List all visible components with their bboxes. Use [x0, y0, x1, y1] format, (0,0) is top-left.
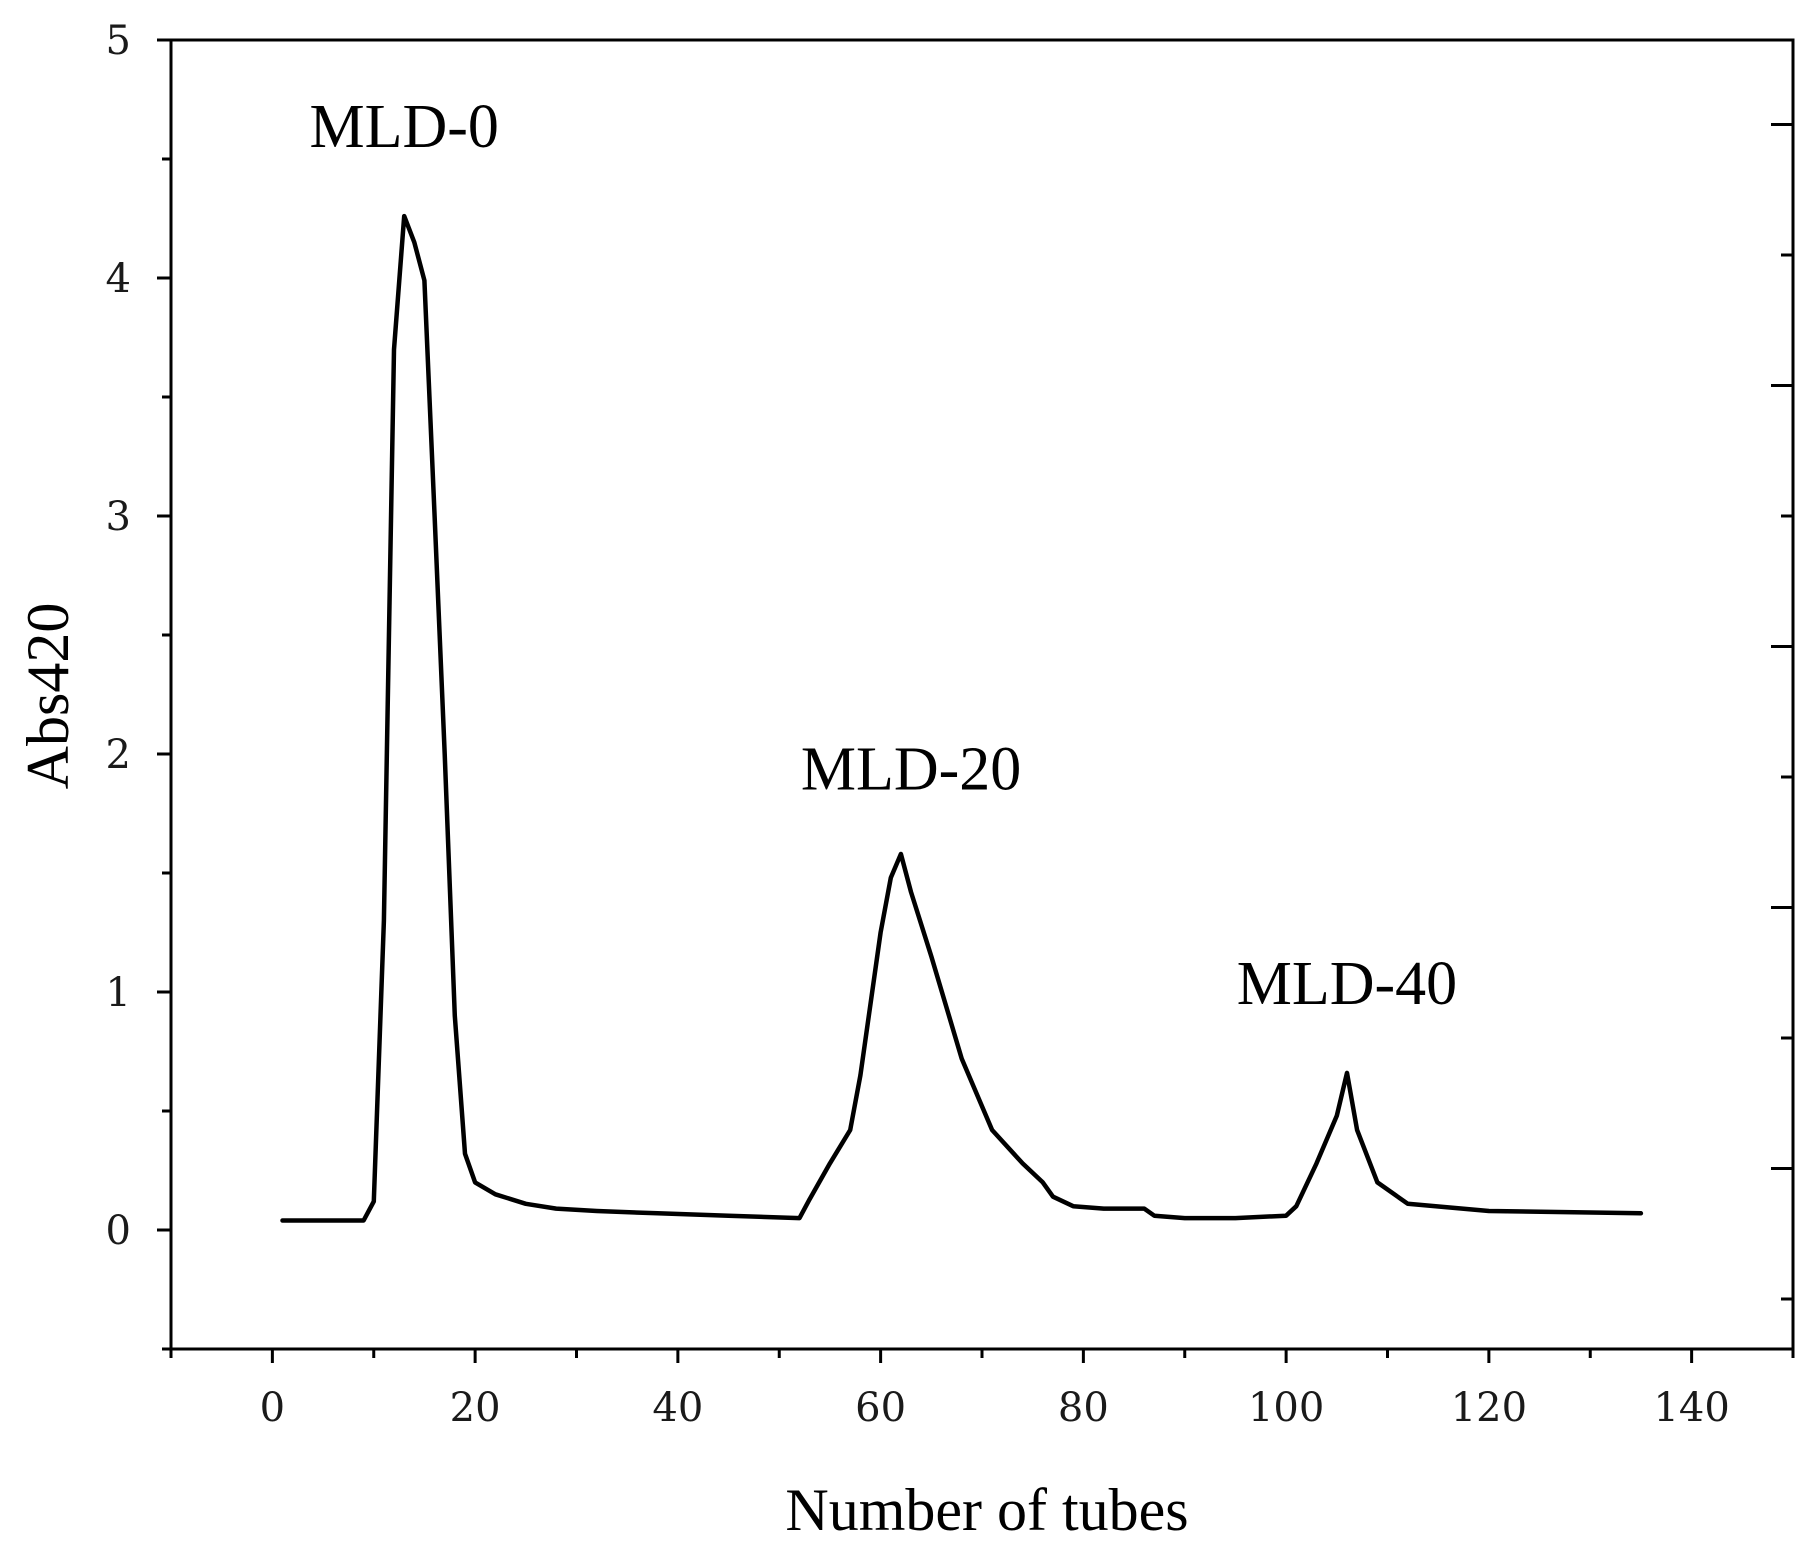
x-tick-label: 20 — [450, 1385, 501, 1431]
y-tick-label: 1 — [106, 970, 131, 1016]
x-tick-label: 40 — [652, 1385, 703, 1431]
label-layer: 0 20 40 60 80 100 120 140 0 1 2 3 4 5 MLD-0 MLD-20 MLD-4… — [15, 18, 1730, 1541]
y-tick-label: 3 — [106, 494, 131, 540]
x-tick-label: 140 — [1653, 1385, 1729, 1431]
axes-layer — [157, 38, 1795, 1363]
abs420-series-line — [280, 213, 1644, 1223]
y-tick-label: 0 — [106, 1208, 131, 1254]
x-axis-title: Number of tubes — [785, 1477, 1188, 1541]
y-tick-label: 2 — [106, 732, 131, 778]
y-tick-label: 4 — [106, 256, 131, 302]
x-tick-label: 60 — [855, 1385, 906, 1431]
x-tick-label: 100 — [1248, 1385, 1324, 1431]
x-tick-label: 80 — [1058, 1385, 1109, 1431]
x-tick-label: 0 — [260, 1385, 285, 1431]
line-layer — [280, 213, 1644, 1223]
y-tick-label: 5 — [106, 18, 131, 64]
y-axis-title: Abs420 — [15, 603, 81, 790]
peak-label: MLD-20 — [801, 736, 1021, 804]
peak-label: MLD-0 — [309, 93, 498, 161]
peak-label: MLD-40 — [1237, 950, 1457, 1018]
x-tick-label: 120 — [1451, 1385, 1527, 1431]
